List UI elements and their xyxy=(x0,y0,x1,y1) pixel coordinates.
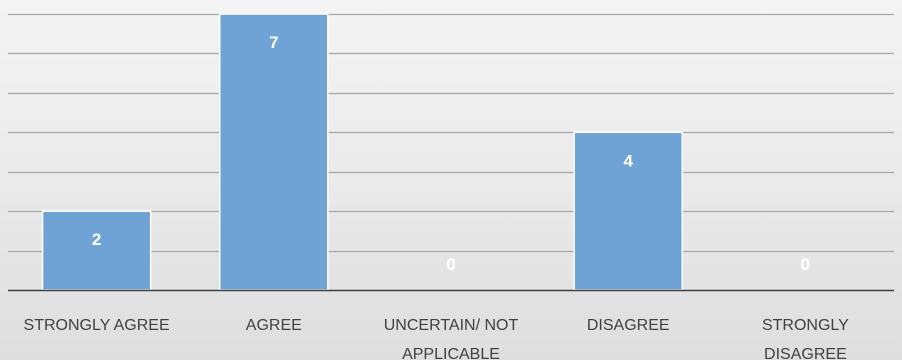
category-labels: STRONGLY AGREE AGREE UNCERTAIN/ NOT APPLICA… xyxy=(24,317,850,360)
category-label: AGREE xyxy=(246,317,302,334)
bar-value-label: 7 xyxy=(269,33,278,52)
category-label: STRONGLY AGREE xyxy=(24,317,170,334)
category-label-line: APPLICABLE xyxy=(402,346,500,360)
bar xyxy=(41,210,152,291)
bar-value-label: 2 xyxy=(92,230,101,249)
bar-value-label: 0 xyxy=(446,255,455,274)
bar-series xyxy=(41,13,683,291)
bar-value-label: 4 xyxy=(623,151,633,170)
bar-value-label: 0 xyxy=(801,255,810,274)
gridlines xyxy=(8,13,894,253)
category-label: STRONGLY DISAGREE xyxy=(762,317,849,360)
category-label-line: UNCERTAIN/ NOT xyxy=(384,317,519,334)
category-label-line: AGREE xyxy=(246,317,302,334)
category-label-line: DISAGREE xyxy=(587,317,670,334)
category-label-line: STRONGLY AGREE xyxy=(24,317,170,334)
category-label: UNCERTAIN/ NOT APPLICABLE xyxy=(384,317,519,360)
value-labels: 2 7 0 4 0 xyxy=(92,33,810,274)
category-label-line: STRONGLY xyxy=(762,317,849,334)
bar xyxy=(219,13,329,291)
category-label-line: DISAGREE xyxy=(764,346,847,360)
category-label: DISAGREE xyxy=(587,317,670,334)
